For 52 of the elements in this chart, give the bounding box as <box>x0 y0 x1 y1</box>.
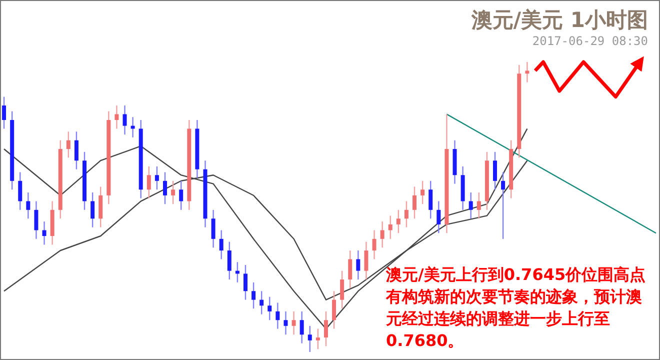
candlestick <box>428 180 433 220</box>
candlestick <box>388 215 392 240</box>
candlestick <box>493 151 497 190</box>
candlestick <box>501 172 506 240</box>
candlestick <box>90 192 95 228</box>
candlestick <box>26 192 30 220</box>
candlestick <box>284 310 288 336</box>
candlestick <box>348 250 352 289</box>
candlestick <box>171 180 176 205</box>
candlestick <box>525 61 530 83</box>
candlestick <box>412 186 417 220</box>
candlestick <box>396 209 400 234</box>
candlestick <box>146 166 151 199</box>
candlestick <box>372 230 376 260</box>
candlestick <box>42 220 46 246</box>
candlestick <box>364 241 368 280</box>
candlestick <box>420 180 425 205</box>
annotation: 澳元/美元上行到0.7645价位围高点有构筑新的次要节奏的迹象，预计澳元经过连续的调整进一步上行至0.7680。 <box>386 264 647 352</box>
candlestick <box>34 200 38 240</box>
candlestick <box>2 96 6 130</box>
candlestick <box>380 220 384 248</box>
candlestick <box>74 131 78 170</box>
candlestick <box>114 104 119 130</box>
candlestick <box>300 310 304 344</box>
candlestick <box>260 290 264 315</box>
candlestick <box>340 270 344 310</box>
candlestick <box>211 209 216 248</box>
candlestick <box>154 166 159 190</box>
candlestick <box>252 282 256 310</box>
candlestick <box>98 186 103 228</box>
candlestick <box>436 200 441 234</box>
candlestick <box>468 192 473 220</box>
candlestick <box>66 131 70 158</box>
candlestick <box>308 325 312 353</box>
chart-subtitle: 2017-06-29 08:30 <box>532 34 648 48</box>
candlestick <box>332 290 336 330</box>
candlestick <box>356 250 360 280</box>
candlestick <box>268 296 272 321</box>
candlestick <box>476 192 481 220</box>
candlestick <box>227 241 232 280</box>
candlestick <box>219 230 224 260</box>
chart-title: 澳元/美元 1小时图 <box>471 7 648 34</box>
candlestick <box>316 328 320 350</box>
candlestick <box>243 264 248 300</box>
candlestick <box>179 180 184 210</box>
candlestick <box>292 310 296 336</box>
candlestick <box>122 104 127 136</box>
candlestick <box>276 302 280 330</box>
candlestick <box>163 172 167 205</box>
candlestick <box>404 200 408 228</box>
candlestick <box>18 172 22 210</box>
candlestick <box>324 310 328 347</box>
